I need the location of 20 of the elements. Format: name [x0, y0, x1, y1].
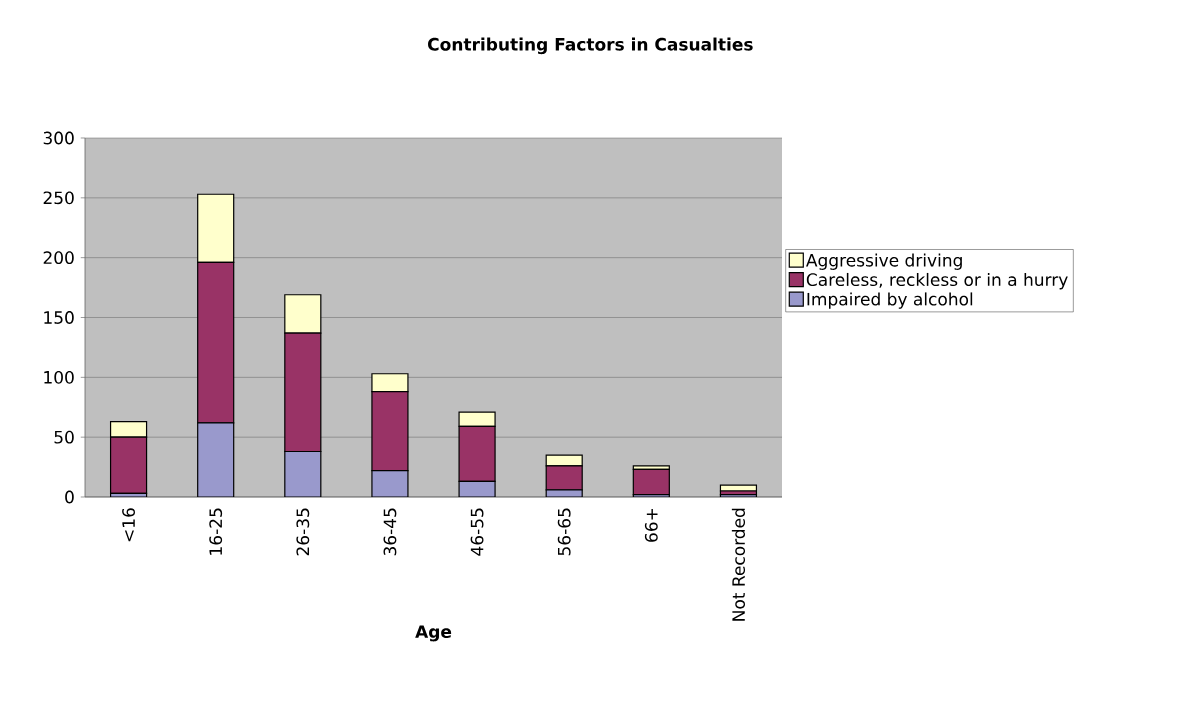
x-tick-label: 16-25	[209, 508, 223, 555]
x-tick-label: <16	[122, 508, 135, 542]
y-tick-label: 200	[43, 251, 74, 265]
y-tick-label: 50	[54, 430, 74, 444]
y-tick-label: 0	[65, 490, 74, 504]
x-axis-title: Age	[415, 625, 452, 642]
y-tick-label: 250	[43, 191, 74, 205]
x-tick-label: 66+	[644, 508, 658, 542]
x-tick-label: 56-65	[557, 508, 571, 556]
x-tick-label: 36-45	[383, 508, 397, 556]
y-tick-label: 100	[44, 370, 74, 384]
y-tick-label: 150	[44, 311, 74, 324]
x-tick-label: 26-35	[296, 508, 310, 556]
legend-label: Impaired by alcohol	[807, 292, 973, 309]
chart-title: Contributing Factors in Casualties	[428, 37, 753, 55]
x-tick-label: 46-55	[470, 508, 484, 556]
legend-label: Aggressive driving	[806, 253, 962, 270]
x-tick-label: Not Recorded	[731, 508, 746, 621]
legend-label: Careless, reckless or in a hurry	[806, 272, 1068, 290]
y-tick-label: 300	[43, 131, 74, 145]
